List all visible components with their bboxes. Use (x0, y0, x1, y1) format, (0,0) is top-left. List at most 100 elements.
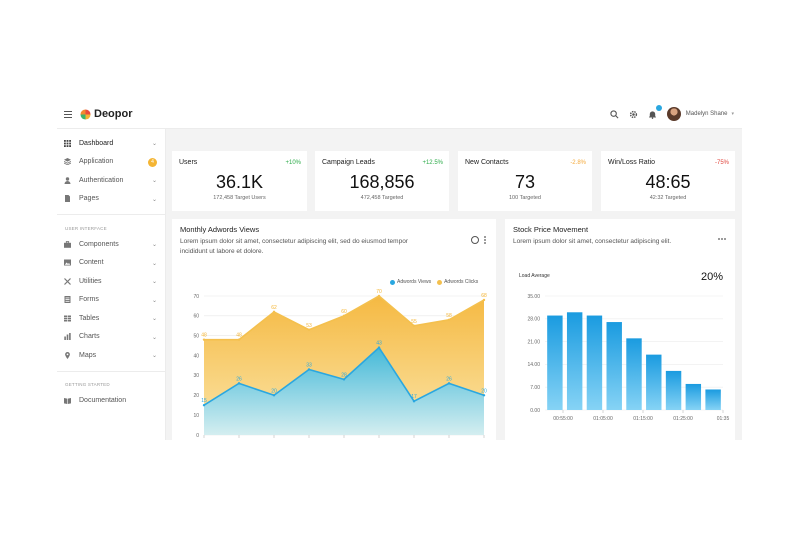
data-label: 20 (271, 388, 277, 394)
sidebar-item-label: Forms (79, 296, 99, 304)
sidebar-item-label: Pages (79, 195, 99, 203)
data-label: 48 (201, 333, 207, 339)
bar (685, 383, 702, 410)
data-label: 26 (236, 376, 242, 382)
sidebar-item-label: Tables (79, 314, 100, 322)
image-icon (64, 259, 71, 266)
data-label: 15 (201, 398, 207, 404)
sidebar-item-dashboard[interactable]: Dashboard ⌄ (57, 134, 165, 153)
form-icon (64, 296, 71, 304)
data-point (482, 298, 486, 302)
data-point (342, 314, 346, 318)
y-tick-label: 60 (193, 314, 199, 320)
more-vertical-icon[interactable] (483, 235, 487, 245)
user-name[interactable]: Madelyn Shane (685, 111, 728, 117)
load-percent: 20% (701, 271, 724, 283)
sidebar-item-content[interactable]: Content ⌄ (57, 254, 165, 273)
legend-label-clicks: Adwords Clicks (444, 279, 479, 285)
brand[interactable]: Deopor (80, 108, 133, 120)
data-point (482, 394, 486, 397)
x-tick-label: 00:55:00 (553, 416, 573, 422)
data-point (202, 338, 206, 341)
sidebar-item-pages[interactable]: Pages ⌄ (57, 190, 165, 209)
data-point (237, 338, 241, 341)
y-tick-label: 10 (193, 413, 199, 419)
y-tick-label: 21.00 (527, 339, 540, 345)
table-icon (64, 315, 71, 322)
chart-label: Load Average (519, 273, 550, 279)
data-label: 17 (411, 394, 417, 400)
gear-icon[interactable] (628, 108, 640, 120)
bar (586, 315, 603, 410)
data-point (412, 400, 416, 403)
data-point (447, 382, 451, 385)
stat-value: 168,856 (349, 172, 415, 192)
data-label: 26 (446, 376, 452, 382)
legend-swatch-views (390, 279, 395, 285)
sidebar-item-label: Content (79, 259, 104, 267)
data-label: 20 (481, 388, 487, 394)
chevron-down-icon: ⌄ (151, 178, 157, 184)
data-point (272, 394, 276, 397)
sidebar-item-label: Utilities (79, 277, 102, 285)
sidebar-item-tables[interactable]: Tables ⌄ (57, 309, 165, 328)
menu-icon[interactable] (64, 111, 72, 118)
sidebar-item-label: Charts (79, 333, 100, 341)
sidebar-item-charts[interactable]: Charts ⌄ (57, 328, 165, 347)
stat-title: Campaign Leads (322, 159, 375, 166)
sidebar-item-maps[interactable]: Maps ⌄ (57, 346, 165, 365)
card-description: Lorem ipsum dolor sit amet, consectetur … (180, 238, 408, 255)
app-frame: Deopor Madelyn Shane ▾ Dashboard ⌄ (57, 101, 742, 440)
data-point (447, 318, 451, 322)
chart-legend: Adwords Views Adwords Clicks (390, 279, 478, 285)
x-tick-label: 01:15:00 (633, 416, 653, 422)
sidebar-item-label: Documentation (79, 397, 127, 405)
y-tick-label: 28.00 (527, 317, 540, 323)
top-bar: Deopor Madelyn Shane ▾ (57, 101, 742, 129)
data-label: 62 (271, 305, 277, 311)
adwords-area-chart: 0 10 20 30 40 50 60 70 48 48 62 53 60 70 55 58 68 15 26 20 3… (193, 289, 487, 439)
sidebar-item-application[interactable]: Application 4 (57, 153, 165, 172)
chevron-down-icon: ⌄ (151, 242, 157, 248)
stat-value: 36.1K (215, 172, 264, 192)
stat-card-new-contacts: New Contacts -2.8% 73 100 Targeted (458, 151, 592, 211)
sidebar-item-label: Dashboard (79, 139, 114, 147)
sidebar-item-components[interactable]: Components ⌄ (57, 235, 165, 254)
data-point (377, 294, 381, 298)
chevron-down-icon: ⌄ (151, 279, 157, 285)
sidebar-item-documentation[interactable]: Documentation (57, 392, 165, 411)
search-icon[interactable] (609, 108, 621, 120)
chevron-down-icon: ⌄ (151, 334, 157, 341)
sidebar-item-authentication[interactable]: Authentication ⌄ (57, 171, 165, 190)
data-point (307, 368, 311, 371)
divider (57, 214, 165, 215)
bell-icon[interactable] (647, 105, 662, 120)
stat-subtitle: 42:32 Targeted (649, 195, 687, 201)
bar (626, 338, 642, 410)
stat-title: Users (179, 159, 198, 166)
refresh-icon[interactable] (470, 235, 480, 245)
legend-swatch-clicks (437, 279, 443, 285)
y-tick-label: 20 (193, 393, 199, 399)
bar (705, 389, 721, 410)
map-icon (64, 351, 71, 359)
data-label: 33 (306, 362, 312, 368)
data-point (307, 328, 311, 331)
y-tick-label: 0.00 (530, 408, 540, 414)
y-tick-label: 50 (193, 334, 199, 340)
chevron-down-icon[interactable]: ▾ (731, 111, 734, 117)
avatar[interactable] (666, 107, 681, 121)
area-fill-series-2 (204, 347, 484, 435)
stat-value: 73 (514, 172, 536, 192)
sidebar-item-utilities[interactable]: Utilities ⌄ (57, 272, 165, 291)
data-label: 68 (481, 293, 487, 299)
sidebar: Dashboard ⌄ Application 4 Authentication… (57, 129, 166, 440)
data-label: 70 (376, 289, 382, 295)
stat-title: New Contacts (465, 159, 509, 166)
stat-subtitle: 172,458 Target Users (213, 195, 266, 201)
x-tick-label: 01:05:00 (593, 416, 613, 422)
sidebar-item-forms[interactable]: Forms ⌄ (57, 291, 165, 310)
data-point (377, 346, 381, 349)
stock-card: Stock Price Movement Lorem ipsum dolor s… (505, 219, 735, 440)
more-horizontal-icon[interactable] (717, 237, 727, 241)
